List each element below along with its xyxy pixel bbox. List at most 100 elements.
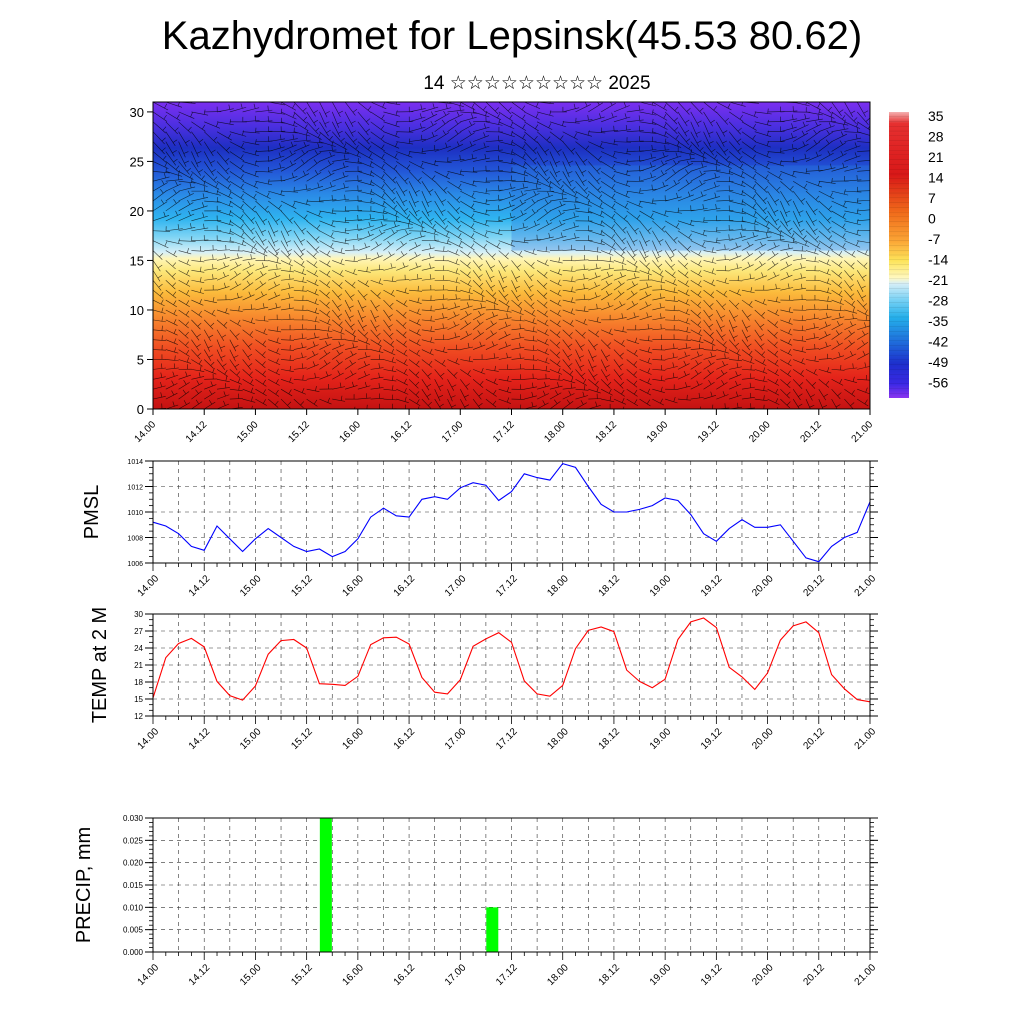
- wind-barb: [562, 207, 580, 212]
- wind-barb: [626, 315, 640, 321]
- wind-barb-flag: [503, 265, 508, 269]
- wind-barb: [319, 154, 336, 162]
- wind-barb-flag: [390, 263, 393, 269]
- wind-barb-flag: [510, 122, 513, 128]
- wind-barb: [639, 339, 653, 342]
- wind-barb: [306, 200, 324, 203]
- wind-barb: [793, 319, 807, 322]
- wind-barb-flag: [823, 393, 829, 398]
- wind-barb-flag: [699, 147, 704, 152]
- wind-barb-flag: [543, 301, 548, 306]
- wind-barb: [472, 280, 483, 290]
- wind-barb: [280, 240, 290, 256]
- wind-barb: [780, 161, 798, 163]
- wind-barb-flag: [288, 293, 291, 299]
- wind-barb: [447, 314, 460, 321]
- wind-barb-flag: [721, 380, 725, 385]
- wind-barb: [306, 260, 318, 269]
- wind-barb-flag: [852, 307, 855, 313]
- wind-barb: [536, 349, 550, 356]
- wind-barb-flag: [338, 282, 343, 287]
- wind-barb: [613, 190, 630, 198]
- wind-barb: [729, 161, 744, 171]
- wind-barb: [293, 200, 311, 206]
- wind-barb-flag: [187, 126, 192, 131]
- wind-barb-flag: [357, 158, 359, 164]
- wind-barb: [396, 227, 414, 232]
- wind-barb-flag: [760, 343, 765, 347]
- wind-barb-flag: [447, 238, 449, 244]
- wind-barb-flag: [664, 210, 667, 216]
- wind-barb: [357, 200, 375, 204]
- wind-barb: [383, 319, 392, 331]
- wind-barb-flag: [830, 192, 833, 198]
- wind-barb-flag: [569, 370, 574, 375]
- wind-barb-flag: [747, 343, 752, 348]
- wind-barb: [306, 210, 323, 218]
- wind-barb: [767, 274, 780, 281]
- wind-barb-flag: [349, 305, 354, 309]
- wind-barb: [613, 269, 627, 271]
- wind-barb: [793, 157, 810, 162]
- wind-barb-flag: [735, 371, 738, 377]
- wind-barb-flag: [638, 115, 640, 121]
- wind-barb: [242, 240, 258, 250]
- wind-barb-flag: [851, 390, 855, 395]
- wind-barb: [729, 279, 743, 282]
- wind-barb: [319, 131, 333, 143]
- wind-barb: [677, 309, 691, 316]
- wind-barb-flag: [610, 102, 613, 106]
- wind-barb: [434, 398, 442, 409]
- wind-barb: [357, 289, 367, 301]
- wind-barb: [677, 240, 691, 253]
- wind-barb-flag: [215, 182, 219, 188]
- wind-barb-flag: [438, 395, 444, 398]
- wind-barb-flag: [492, 311, 495, 317]
- wind-barb: [716, 382, 728, 390]
- wind-barb: [204, 369, 217, 375]
- wind-barb: [588, 295, 601, 301]
- wind-barb: [396, 161, 411, 172]
- wind-barb: [729, 394, 742, 400]
- wind-barb: [792, 398, 800, 409]
- wind-barb-flag: [415, 391, 420, 396]
- wind-barb: [690, 102, 703, 115]
- wind-barb-flag: [630, 290, 635, 296]
- wind-barb: [792, 190, 804, 205]
- wind-barb: [153, 240, 169, 249]
- wind-barb: [511, 357, 525, 360]
- wind-barb: [280, 250, 291, 260]
- wind-barb-flag: [596, 303, 598, 309]
- wind-barb: [677, 363, 690, 370]
- wind-barb-flag: [172, 282, 177, 287]
- wind-barb-flag: [391, 187, 396, 192]
- wind-barb: [203, 151, 213, 167]
- wind-barb-flag: [240, 214, 244, 219]
- wind-barb: [191, 239, 209, 241]
- wind-barb: [153, 349, 166, 351]
- wind-barb: [549, 359, 561, 368]
- wind-barb: [831, 240, 847, 250]
- wind-barb: [216, 151, 229, 165]
- wind-barb: [332, 372, 344, 380]
- wind-barb-flag: [800, 273, 803, 279]
- wind-barb: [549, 299, 562, 307]
- wind-barb-flag: [646, 312, 649, 318]
- wind-barb-flag: [250, 217, 256, 221]
- wind-barb-flag: [861, 285, 866, 289]
- wind-barb: [498, 260, 506, 272]
- wind-barb-flag: [350, 323, 355, 328]
- x-tick-label: 18.12: [594, 419, 620, 445]
- wind-barb: [716, 329, 724, 341]
- wind-barb-flag: [365, 254, 368, 260]
- wind-barb: [793, 329, 807, 332]
- precip-panel: 0.0000.0050.0100.0150.0200.0250.03014.00…: [73, 814, 878, 988]
- wind-barb-flag: [325, 341, 328, 346]
- wind-barb-flag: [471, 192, 475, 198]
- wind-barb-flag: [494, 365, 496, 371]
- wind-barb-flag: [443, 110, 447, 116]
- wind-barb-flag: [774, 359, 779, 365]
- wind-barb-flag: [340, 247, 343, 253]
- wind-barb: [741, 161, 757, 171]
- wind-barb: [293, 356, 307, 360]
